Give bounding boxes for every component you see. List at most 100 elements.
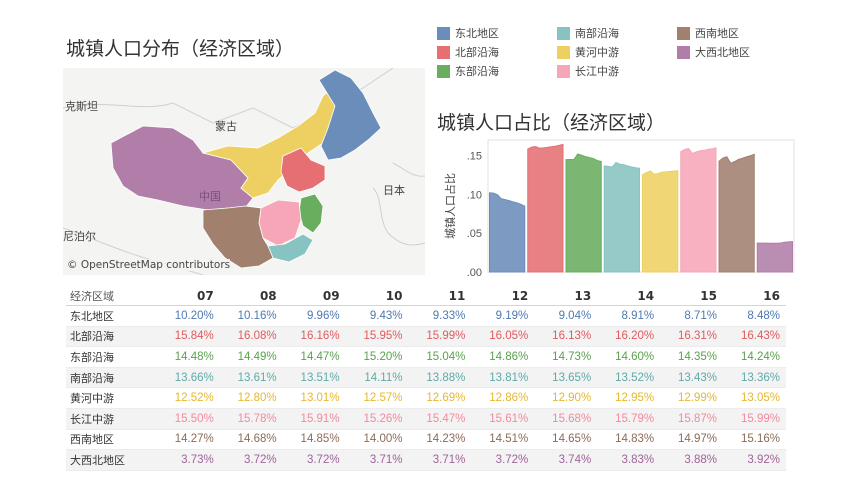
legend-swatch bbox=[677, 26, 690, 40]
region-south-coast bbox=[267, 233, 314, 263]
table-cell: 13.51% bbox=[282, 367, 346, 389]
table-cell: 13.66% bbox=[156, 367, 220, 389]
legend-swatch bbox=[677, 45, 690, 59]
year-header: 07 bbox=[156, 286, 220, 306]
table-cell: 13.52% bbox=[597, 367, 661, 389]
table-cell: 15.78% bbox=[219, 408, 283, 430]
row-region-label: 西南地区 bbox=[66, 429, 157, 451]
table-cell: 14.35% bbox=[660, 346, 723, 368]
table-cell: 16.05% bbox=[471, 326, 535, 348]
legend-item[interactable]: 北部沿海 bbox=[437, 45, 499, 59]
table-header-row: 经济区域 07 08 09 10 11 12 13 14 15 16 bbox=[66, 286, 786, 306]
table-cell: 10.20% bbox=[156, 305, 220, 327]
area-series[interactable] bbox=[603, 161, 640, 273]
table-cell: 14.00% bbox=[345, 429, 409, 451]
table-cell: 3.74% bbox=[534, 449, 598, 471]
legend-swatch bbox=[437, 26, 450, 40]
year-header: 10 bbox=[345, 286, 409, 306]
legend-item[interactable]: 南部沿海 bbox=[557, 26, 619, 40]
table-cell: 15.79% bbox=[597, 408, 661, 430]
legend-label: 大西北地区 bbox=[695, 46, 750, 59]
table-cell: 13.36% bbox=[723, 367, 786, 389]
table-cell: 8.71% bbox=[660, 305, 723, 327]
table-cell: 15.16% bbox=[723, 429, 786, 451]
table-cell: 14.27% bbox=[156, 429, 220, 451]
area-series[interactable] bbox=[642, 170, 679, 273]
legend-label: 南部沿海 bbox=[575, 27, 619, 40]
table-cell: 14.49% bbox=[219, 346, 283, 368]
legend-label: 东部沿海 bbox=[455, 65, 499, 78]
area-series[interactable] bbox=[527, 143, 564, 273]
table-cell: 15.47% bbox=[408, 408, 472, 430]
table-row: 南部沿海 13.66% 13.61% 13.51% 14.11% 13.88% 13.81%… bbox=[66, 367, 786, 389]
table-cell: 15.99% bbox=[723, 408, 786, 430]
area-series[interactable] bbox=[756, 241, 793, 273]
table-cell: 16.13% bbox=[534, 326, 598, 348]
legend-swatch bbox=[437, 45, 450, 59]
y-axis-label: 城镇人口占比 bbox=[443, 173, 457, 239]
table-cell: 3.71% bbox=[345, 449, 409, 471]
table-cell: 15.87% bbox=[660, 408, 723, 430]
table-cell: 15.95% bbox=[345, 326, 409, 348]
table-cell: 16.31% bbox=[660, 326, 723, 348]
table-cell: 13.81% bbox=[471, 367, 535, 389]
table-cell: 12.95% bbox=[597, 387, 661, 409]
legend-item[interactable]: 黄河中游 bbox=[557, 45, 619, 59]
year-header: 13 bbox=[534, 286, 598, 306]
legend-label: 西南地区 bbox=[695, 27, 739, 40]
table-row: 西南地区 14.27% 14.68% 14.85% 14.00% 14.23% 14.51%… bbox=[66, 429, 786, 451]
table-row: 东部沿海 14.48% 14.49% 14.47% 15.20% 15.04% 14.86%… bbox=[66, 346, 786, 368]
table-cell: 13.61% bbox=[219, 367, 283, 389]
legend-item[interactable]: 东北地区 bbox=[437, 26, 499, 40]
table-cell: 14.65% bbox=[534, 429, 598, 451]
map-label-nepal: 尼泊尔 bbox=[63, 230, 96, 243]
table-row: 长江中游 15.50% 15.78% 15.91% 15.26% 15.47% 15.61%… bbox=[66, 408, 786, 430]
legend-item[interactable]: 大西北地区 bbox=[677, 45, 750, 59]
table-cell: 14.86% bbox=[471, 346, 535, 368]
area-series[interactable] bbox=[565, 153, 602, 273]
row-region-label: 东部沿海 bbox=[66, 346, 157, 368]
map-canvas bbox=[63, 68, 425, 275]
table-row: 东北地区 10.20% 10.16% 9.96% 9.43% 9.33% 9.19% 9.04… bbox=[66, 305, 786, 327]
year-header: 08 bbox=[219, 286, 283, 306]
table-cell: 13.43% bbox=[660, 367, 723, 389]
table-cell: 15.68% bbox=[534, 408, 598, 430]
table-cell: 12.52% bbox=[156, 387, 220, 409]
row-region-label: 长江中游 bbox=[66, 408, 157, 430]
row-region-label: 黄河中游 bbox=[66, 387, 157, 409]
table-cell: 16.43% bbox=[723, 326, 786, 348]
y-tick-label: .10 bbox=[467, 189, 482, 201]
table-cell: 8.91% bbox=[597, 305, 661, 327]
table-cell: 14.48% bbox=[156, 346, 220, 368]
legend-item[interactable]: 东部沿海 bbox=[437, 64, 499, 78]
table-cell: 14.60% bbox=[597, 346, 661, 368]
table-cell: 15.26% bbox=[345, 408, 409, 430]
table-cell: 10.16% bbox=[219, 305, 283, 327]
table-cell: 13.88% bbox=[408, 367, 472, 389]
table-cell: 14.23% bbox=[408, 429, 472, 451]
legend-item[interactable]: 西南地区 bbox=[677, 26, 739, 40]
row-region-label: 大西北地区 bbox=[66, 449, 157, 471]
table-cell: 14.51% bbox=[471, 429, 535, 451]
region-southwest bbox=[202, 205, 274, 269]
table-cell: 3.72% bbox=[471, 449, 535, 471]
table-cell: 3.88% bbox=[660, 449, 723, 471]
legend-label: 黄河中游 bbox=[575, 46, 619, 59]
table-cell: 9.04% bbox=[534, 305, 598, 327]
region-north-coast bbox=[280, 147, 326, 193]
table-cell: 3.83% bbox=[597, 449, 661, 471]
area-series[interactable] bbox=[680, 147, 717, 273]
table-cell: 16.20% bbox=[597, 326, 661, 348]
row-region-label: 东北地区 bbox=[66, 305, 157, 327]
table-cell: 14.85% bbox=[282, 429, 346, 451]
area-series[interactable] bbox=[718, 153, 755, 273]
y-tick-label: .00 bbox=[467, 267, 482, 278]
table-cell: 16.08% bbox=[219, 326, 283, 348]
area-series[interactable] bbox=[489, 192, 526, 273]
china-region-map[interactable]: 克斯坦 蒙古 中国 日本 尼泊尔 © OpenStreetMap contrib… bbox=[63, 68, 425, 275]
y-tick-label: .15 bbox=[467, 151, 482, 163]
osm-credit: © OpenStreetMap contributors bbox=[67, 259, 231, 271]
legend-item[interactable]: 长江中游 bbox=[557, 64, 619, 78]
table-cell: 13.65% bbox=[534, 367, 598, 389]
table-cell: 9.19% bbox=[471, 305, 535, 327]
